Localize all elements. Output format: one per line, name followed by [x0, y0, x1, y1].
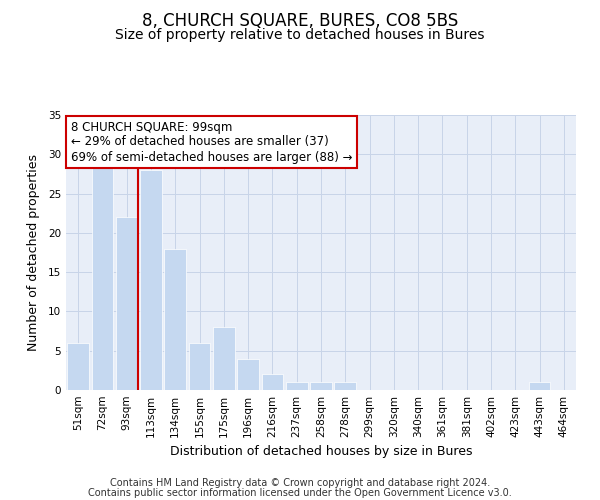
Text: 8 CHURCH SQUARE: 99sqm
← 29% of detached houses are smaller (37)
69% of semi-det: 8 CHURCH SQUARE: 99sqm ← 29% of detached… [71, 120, 353, 164]
Bar [286, 382, 308, 390]
Bar [140, 170, 162, 390]
Bar [529, 382, 550, 390]
Bar [237, 358, 259, 390]
Bar [213, 327, 235, 390]
Bar [164, 248, 186, 390]
Text: Contains HM Land Registry data © Crown copyright and database right 2024.: Contains HM Land Registry data © Crown c… [110, 478, 490, 488]
Y-axis label: Number of detached properties: Number of detached properties [26, 154, 40, 351]
Bar [116, 217, 137, 390]
Bar [67, 343, 89, 390]
Text: Size of property relative to detached houses in Bures: Size of property relative to detached ho… [115, 28, 485, 42]
Text: Contains public sector information licensed under the Open Government Licence v3: Contains public sector information licen… [88, 488, 512, 498]
Bar [334, 382, 356, 390]
Bar [188, 343, 211, 390]
Text: 8, CHURCH SQUARE, BURES, CO8 5BS: 8, CHURCH SQUARE, BURES, CO8 5BS [142, 12, 458, 30]
Bar [310, 382, 332, 390]
X-axis label: Distribution of detached houses by size in Bures: Distribution of detached houses by size … [170, 446, 472, 458]
Bar [91, 162, 113, 390]
Bar [262, 374, 283, 390]
